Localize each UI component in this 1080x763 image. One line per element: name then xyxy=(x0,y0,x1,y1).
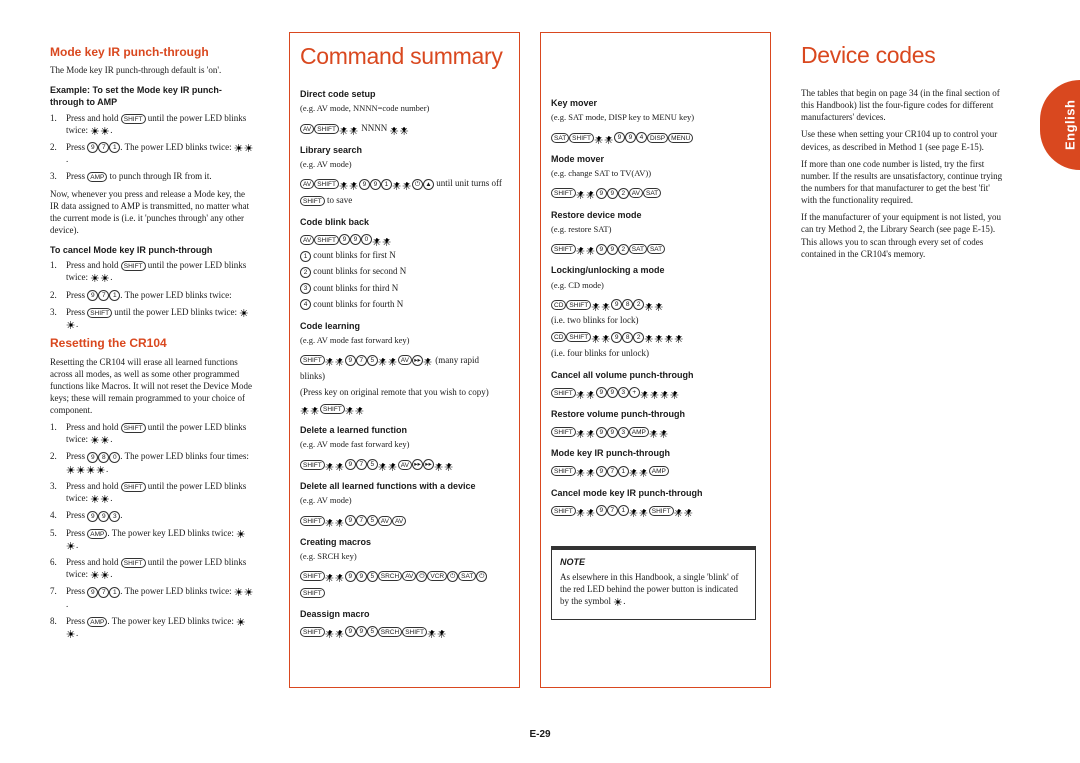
note-box: NOTE As elsewhere in this Handbook, a si… xyxy=(551,546,756,620)
note-heading: NOTE xyxy=(560,556,747,568)
cancel-steps: Press and hold SHIFT until the power LED… xyxy=(50,259,255,330)
column-2-command-summary: Command summary Direct code setup(e.g. A… xyxy=(289,32,520,688)
heading-mode-punch: Mode key IR punch-through xyxy=(50,44,255,60)
note-body: As elsewhere in this Handbook, a single … xyxy=(560,571,747,607)
mode-intro: The Mode key IR punch-through default is… xyxy=(50,64,255,76)
example-steps: Press and hold SHIFT until the power LED… xyxy=(50,112,255,183)
example-heading: Example: To set the Mode key IR punch-th… xyxy=(50,84,255,108)
heading-reset: Resetting the CR104 xyxy=(50,335,255,351)
language-label: English xyxy=(1061,100,1079,150)
page-number: E-29 xyxy=(529,728,550,742)
heading-command-summary: Command summary xyxy=(300,41,505,72)
command-list-a: Direct code setup(e.g. AV mode, NNNN=cod… xyxy=(300,88,505,639)
heading-device-codes: Device codes xyxy=(801,40,1006,71)
column-3-command-summary: Key mover(e.g. SAT mode, DISP key to MEN… xyxy=(540,32,771,688)
reset-steps: Press and hold SHIFT until the power LED… xyxy=(50,421,255,639)
reset-intro: Resetting the CR104 will erase all learn… xyxy=(50,356,255,417)
punch-note: Now, whenever you press and release a Mo… xyxy=(50,188,255,237)
command-list-b: Key mover(e.g. SAT mode, DISP key to MEN… xyxy=(551,97,756,518)
device-codes-paragraphs: The tables that begin on page 34 (in the… xyxy=(801,87,1006,260)
cancel-heading: To cancel Mode key IR punch-through xyxy=(50,244,255,256)
page-content: Mode key IR punch-through The Mode key I… xyxy=(0,0,1080,720)
column-4-device-codes: Device codes The tables that begin on pa… xyxy=(791,32,1020,688)
column-1: Mode key IR punch-through The Mode key I… xyxy=(40,32,269,688)
